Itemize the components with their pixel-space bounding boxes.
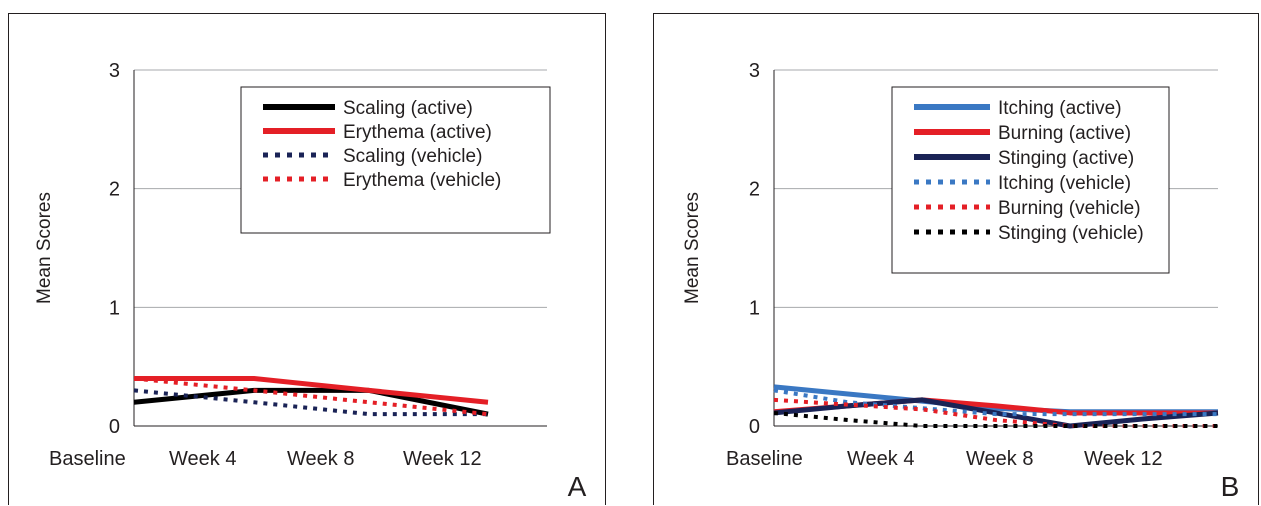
legend-label: Stinging (active) bbox=[998, 148, 1134, 169]
series-line-5 bbox=[773, 410, 1218, 428]
legend-label: Erythema (vehicle) bbox=[343, 170, 501, 191]
legend-label: Stinging (vehicle) bbox=[998, 223, 1144, 244]
chart-b-svg: 0 1 2 3 Baseline Week 4 Week 8 Week 12 Mean Scor… bbox=[682, 60, 1240, 502]
x-tick-label: Week 4 bbox=[847, 448, 914, 470]
y-tick-label: 2 bbox=[109, 179, 120, 201]
x-tick-label: Week 12 bbox=[403, 448, 482, 470]
x-tick-label: Baseline bbox=[49, 448, 126, 470]
panel-label: B bbox=[1221, 471, 1240, 502]
y-tick-label: 1 bbox=[109, 297, 120, 319]
chart-panel-a: 0 1 2 3 Baseline Week 4 Week 8 Week 12 Mean Scor… bbox=[8, 13, 606, 505]
x-tick-label: Week 4 bbox=[169, 448, 236, 470]
series-line-3 bbox=[133, 376, 489, 417]
y-tick-label: 1 bbox=[749, 297, 760, 319]
series-line-2 bbox=[133, 388, 488, 417]
legend-label: Itching (active) bbox=[998, 98, 1122, 119]
series-line-1 bbox=[134, 376, 489, 405]
y-tick-label: 3 bbox=[109, 60, 120, 82]
legend-label: Scaling (active) bbox=[343, 98, 473, 119]
series-line-3 bbox=[773, 388, 1218, 417]
y-tick-label: 0 bbox=[109, 416, 120, 438]
y-tick-label: 3 bbox=[749, 60, 760, 82]
x-tick-label: Baseline bbox=[726, 448, 803, 470]
legend-label: Erythema (active) bbox=[343, 122, 492, 143]
panel-label: A bbox=[568, 471, 587, 502]
chart-panel-b: 0 1 2 3 Baseline Week 4 Week 8 Week 12 Mean Scor… bbox=[653, 13, 1259, 505]
x-tick-label: Week 8 bbox=[966, 448, 1033, 470]
legend-label: Itching (vehicle) bbox=[998, 173, 1131, 194]
x-tick-label: Week 12 bbox=[1084, 448, 1163, 470]
legend-label: Burning (active) bbox=[998, 123, 1131, 144]
x-tick-label: Week 8 bbox=[287, 448, 354, 470]
y-tick-label: 2 bbox=[749, 179, 760, 201]
legend-label: Scaling (vehicle) bbox=[343, 146, 482, 167]
chart-a-svg: 0 1 2 3 Baseline Week 4 Week 8 Week 12 Mean Scor… bbox=[34, 60, 587, 502]
legend-label: Burning (vehicle) bbox=[998, 198, 1141, 219]
y-axis-label: Mean Scores bbox=[682, 192, 703, 304]
y-axis-label: Mean Scores bbox=[34, 192, 55, 304]
y-tick-label: 0 bbox=[749, 416, 760, 438]
legend-box bbox=[240, 86, 551, 234]
